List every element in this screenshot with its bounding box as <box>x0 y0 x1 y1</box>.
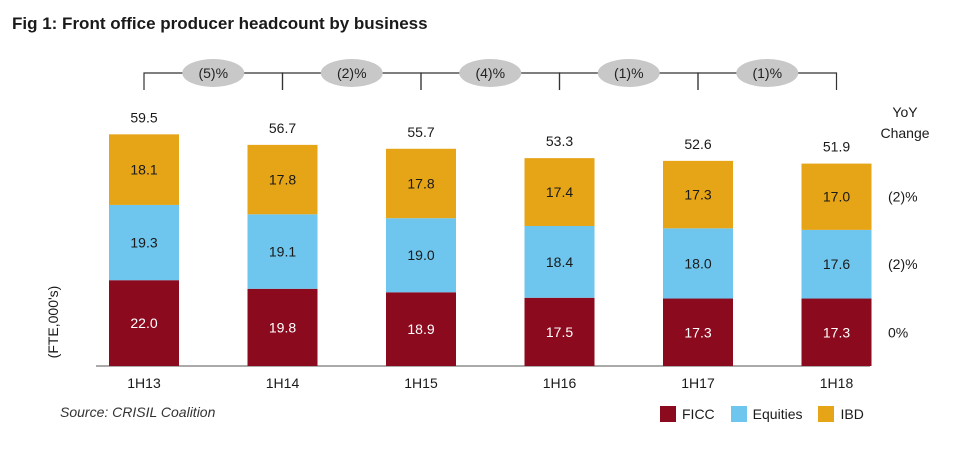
data-label-ibd-1h16: 17.4 <box>546 184 573 200</box>
y-axis-label: (FTE,000's) <box>45 286 61 359</box>
legend-swatch-ficc <box>660 406 676 422</box>
data-label-ficc-1h14: 19.8 <box>269 319 296 335</box>
x-tick-label-1h18: 1H18 <box>820 375 854 391</box>
total-label-1h16: 53.3 <box>546 133 573 149</box>
chart-title: Fig 1: Front office producer headcount b… <box>12 14 428 33</box>
data-label-equities-1h15: 19.0 <box>407 247 434 263</box>
change-bubble-1 <box>182 59 245 87</box>
bar-segment-ficc-1h15 <box>386 292 456 366</box>
yoy-header-line-2: Change <box>880 125 929 141</box>
change-bubble-4 <box>597 59 660 87</box>
legend-item-equities: Equities <box>730 406 803 422</box>
bar-segment-ibd-1h13 <box>109 134 179 205</box>
bar-segment-ficc-1h13 <box>109 280 179 366</box>
bar-segment-ibd-1h18 <box>801 163 872 230</box>
yoy-change-equities: (2)% <box>888 256 918 272</box>
data-label-equities-1h14: 19.1 <box>269 244 296 260</box>
x-tick-label-1h16: 1H16 <box>543 375 577 391</box>
bar-segment-equities-1h18 <box>801 229 872 299</box>
data-label-ficc-1h13: 22.0 <box>130 315 157 331</box>
bar-segment-ibd-1h17 <box>663 160 733 229</box>
x-tick-label-1h13: 1H13 <box>127 375 161 391</box>
data-label-ficc-1h16: 17.5 <box>546 324 573 340</box>
change-bubble-label-4: (1)% <box>614 65 644 81</box>
change-bracket-5 <box>697 72 838 90</box>
data-label-ibd-1h17: 17.3 <box>684 187 711 203</box>
legend-label-equities: Equities <box>752 406 803 422</box>
data-label-ibd-1h13: 18.1 <box>130 162 157 178</box>
total-label-1h17: 52.6 <box>684 136 711 152</box>
legend-label-ficc: FICC <box>682 406 715 422</box>
yoy-change-ficc: 0% <box>888 324 908 340</box>
legend-item-ibd: IBD <box>818 406 864 422</box>
change-bubble-2 <box>320 59 383 87</box>
total-label-1h15: 55.7 <box>407 124 434 140</box>
yoy-header-line-1: YoY <box>892 104 918 120</box>
legend: FICC Equities IBD <box>660 406 880 422</box>
bar-segment-ibd-1h16 <box>524 158 595 226</box>
bar-segment-ficc-1h17 <box>663 298 733 366</box>
source-note: Source: CRISIL Coalition <box>60 404 216 420</box>
yoy-change-ibd: (2)% <box>888 189 918 205</box>
legend-swatch-equities <box>730 406 747 422</box>
legend-swatch-ibd <box>818 406 835 422</box>
data-label-ficc-1h17: 17.3 <box>684 324 711 340</box>
data-label-ficc-1h15: 18.9 <box>407 321 434 337</box>
legend-item-ficc: FICC <box>660 406 715 422</box>
data-label-equities-1h16: 18.4 <box>546 254 573 270</box>
bar-segment-equities-1h14 <box>247 214 318 289</box>
data-label-equities-1h17: 18.0 <box>684 255 711 271</box>
total-label-1h13: 59.5 <box>130 109 157 125</box>
data-label-equities-1h18: 17.6 <box>823 256 850 272</box>
bar-segment-equities-1h13 <box>109 204 179 281</box>
bar-segment-equities-1h17 <box>663 228 733 299</box>
data-label-equities-1h13: 19.3 <box>130 235 157 251</box>
change-bubble-5 <box>736 59 799 87</box>
x-tick-label-1h15: 1H15 <box>404 375 438 391</box>
legend-label-ibd: IBD <box>840 406 864 422</box>
x-tick-label-1h14: 1H14 <box>266 375 300 391</box>
change-bubble-label-3: (4)% <box>475 65 505 81</box>
bar-segment-equities-1h16 <box>524 225 595 298</box>
change-bubble-3 <box>459 59 522 87</box>
bar-segment-equities-1h15 <box>386 218 456 293</box>
bar-segment-ibd-1h14 <box>247 144 318 215</box>
bar-segment-ficc-1h18 <box>801 298 872 366</box>
data-label-ibd-1h15: 17.8 <box>407 175 434 191</box>
bar-segment-ficc-1h14 <box>247 288 318 366</box>
change-bubble-label-2: (2)% <box>337 65 367 81</box>
total-label-1h14: 56.7 <box>269 120 296 136</box>
change-bubble-label-1: (5)% <box>198 65 228 81</box>
bar-segment-ficc-1h16 <box>524 297 595 366</box>
bar-segment-ibd-1h15 <box>386 148 456 219</box>
data-label-ibd-1h14: 17.8 <box>269 172 296 188</box>
data-label-ficc-1h18: 17.3 <box>823 324 850 340</box>
change-bubble-label-5: (1)% <box>752 65 782 81</box>
total-label-1h18: 51.9 <box>823 139 850 155</box>
x-tick-label-1h17: 1H17 <box>681 375 715 391</box>
data-label-ibd-1h18: 17.0 <box>823 189 850 205</box>
